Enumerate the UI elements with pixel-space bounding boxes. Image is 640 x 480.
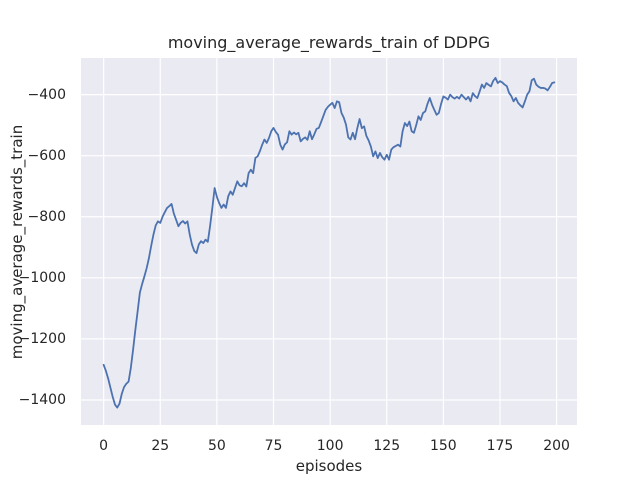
x-tick-label: 150 — [429, 438, 457, 454]
x-tick-label: 75 — [264, 438, 283, 454]
gridlines — [81, 58, 577, 425]
chart-plot-svg — [81, 58, 577, 425]
y-tick-label: −600 — [27, 147, 66, 164]
x-tick-label: 175 — [486, 438, 514, 454]
y-tick-label: −1200 — [18, 330, 66, 347]
plot-area — [81, 58, 577, 425]
x-tick-label: 100 — [316, 438, 344, 454]
y-tick-label: −800 — [27, 208, 66, 225]
x-tick-label: 200 — [543, 438, 570, 454]
series-line — [102, 76, 556, 409]
chart-title: moving_average_rewards_train of DDPG — [167, 33, 491, 52]
y-tick-label: −1400 — [18, 391, 66, 408]
y-tick-label: −400 — [27, 86, 66, 103]
x-tick-label: 125 — [373, 438, 401, 454]
x-tick-label: 0 — [99, 438, 109, 454]
data-line — [102, 76, 556, 409]
x-tick-label: 25 — [151, 438, 170, 454]
x-tick-label: 50 — [207, 438, 226, 454]
y-axis-label: moving_average_rewards_train — [8, 124, 26, 360]
x-axis-label: episodes — [295, 457, 363, 475]
y-tick-label: −1000 — [18, 269, 66, 286]
